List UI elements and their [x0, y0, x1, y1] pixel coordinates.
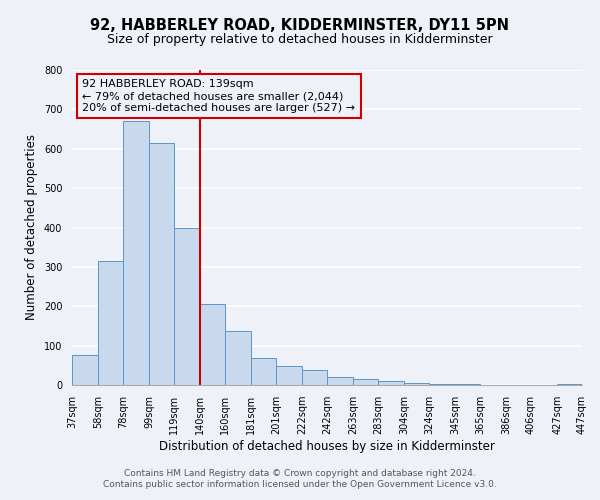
- Bar: [429, 384, 455, 385]
- Text: Contains public sector information licensed under the Open Government Licence v3: Contains public sector information licen…: [103, 480, 497, 489]
- Bar: [251, 358, 276, 385]
- Text: Size of property relative to detached houses in Kidderminster: Size of property relative to detached ho…: [107, 32, 493, 46]
- Bar: [72, 356, 98, 385]
- Bar: [225, 331, 251, 385]
- Bar: [200, 304, 225, 385]
- Text: 92, HABBERLEY ROAD, KIDDERMINSTER, DY11 5PN: 92, HABBERLEY ROAD, KIDDERMINSTER, DY11 …: [91, 18, 509, 32]
- Bar: [276, 366, 302, 385]
- Text: 92 HABBERLEY ROAD: 139sqm
← 79% of detached houses are smaller (2,044)
20% of se: 92 HABBERLEY ROAD: 139sqm ← 79% of detac…: [82, 80, 355, 112]
- Bar: [123, 121, 149, 385]
- Bar: [174, 228, 200, 385]
- Bar: [327, 377, 353, 385]
- Bar: [353, 380, 378, 385]
- Bar: [404, 383, 429, 385]
- Bar: [557, 384, 582, 385]
- Bar: [98, 261, 123, 385]
- X-axis label: Distribution of detached houses by size in Kidderminster: Distribution of detached houses by size …: [159, 440, 495, 453]
- Bar: [455, 384, 480, 385]
- Y-axis label: Number of detached properties: Number of detached properties: [25, 134, 38, 320]
- Bar: [149, 143, 174, 385]
- Bar: [378, 380, 404, 385]
- Text: Contains HM Land Registry data © Crown copyright and database right 2024.: Contains HM Land Registry data © Crown c…: [124, 468, 476, 477]
- Bar: [302, 370, 327, 385]
